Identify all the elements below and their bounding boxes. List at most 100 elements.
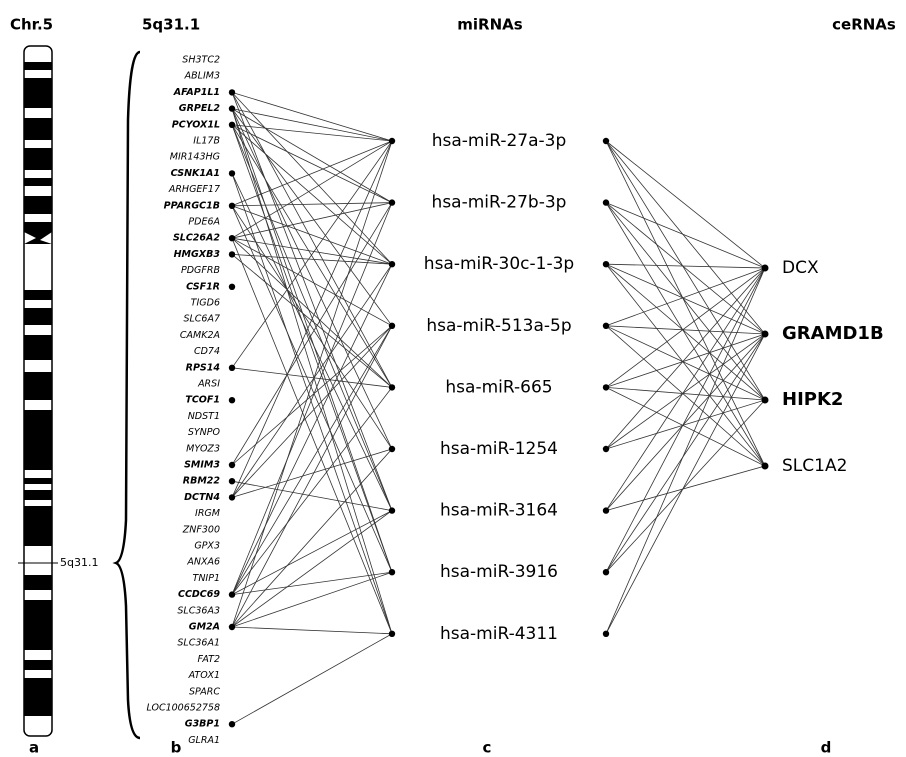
- gene-mirna-edge: [232, 203, 392, 239]
- panel-letter: b: [171, 739, 182, 757]
- mirna-node: [389, 199, 395, 205]
- cerna-label: HIPK2: [782, 389, 843, 410]
- mirna-cerna-edge: [606, 264, 765, 466]
- mirna-node: [603, 199, 609, 205]
- gene-node: [229, 122, 235, 128]
- gene-label: IRGM: [195, 508, 220, 519]
- gene-label: CSNK1A1: [171, 168, 220, 179]
- gene-mirna-edge: [232, 125, 392, 141]
- mirna-label: hsa-miR-27b-3p: [432, 193, 567, 213]
- gene-label: IL17B: [193, 136, 220, 147]
- mirna-cerna-edge: [606, 141, 765, 268]
- gene-node: [229, 365, 235, 371]
- mirna-label: hsa-miR-30c-1-3p: [424, 254, 574, 274]
- gene-mirna-edge: [232, 92, 392, 141]
- gene-label: PDGFRB: [181, 265, 220, 276]
- mirna-node: [603, 261, 609, 267]
- gene-node: [229, 397, 235, 403]
- mirna-node: [603, 631, 609, 637]
- band-label: 5q31.1: [60, 556, 98, 569]
- cerna-node: [762, 397, 769, 404]
- mirna-cerna-edge: [606, 400, 765, 449]
- gene-label: ZNF300: [182, 524, 220, 535]
- gene-label: PDE6A: [188, 217, 220, 228]
- gene-label: GRPEL2: [179, 103, 221, 114]
- gene-label: SMIM3: [184, 460, 220, 471]
- header: Chr.5: [10, 16, 53, 34]
- mirna-label: hsa-miR-513a-5p: [426, 316, 571, 336]
- gene-mirna-edge: [232, 326, 392, 498]
- figure: Chr.5 5q31.1 miRNAs ceRNAs 5q31.1 a b c …: [0, 0, 906, 757]
- cerna-node: [762, 331, 769, 338]
- gene-mirna-edge: [232, 125, 392, 511]
- mirna-node: [389, 446, 395, 452]
- gene-mirna-edge: [232, 449, 392, 497]
- gene-label: ATOX1: [188, 670, 220, 681]
- gene-node: [229, 721, 235, 727]
- gene-label: PCYOX1L: [172, 119, 220, 130]
- gene-label: CSF1R: [186, 281, 220, 292]
- gene-mirna-edge: [232, 109, 392, 326]
- mirna-node: [603, 384, 609, 390]
- gene-mirna-edge: [232, 254, 392, 387]
- mirna-label: hsa-miR-1254: [440, 439, 558, 459]
- gene-mirna-edge: [232, 387, 392, 594]
- gene-label: AFAP1L1: [173, 87, 220, 98]
- gene-label: ARSI: [197, 379, 220, 390]
- gene-label: DCTN4: [184, 492, 220, 503]
- mirna-cerna-edge: [606, 466, 765, 511]
- gene-mirna-edge: [232, 511, 392, 627]
- header: ceRNAs: [832, 16, 896, 34]
- gene-label: RPS14: [186, 362, 221, 373]
- mirna-node: [389, 323, 395, 329]
- mirna-cerna-edge: [606, 268, 765, 634]
- gene-label: CAMK2A: [180, 330, 220, 341]
- panel-letter: d: [821, 739, 832, 757]
- region-bracket: [116, 52, 140, 738]
- gene-node: [229, 170, 235, 176]
- gene-label: GLRA1: [188, 735, 220, 746]
- gene-node: [229, 462, 235, 468]
- gene-label: SPARC: [189, 686, 220, 697]
- gene-mirna-edge: [232, 264, 392, 594]
- gene-node: [229, 494, 235, 500]
- mirna-node: [603, 323, 609, 329]
- gene-label: ANXA6: [186, 557, 220, 568]
- gene-label: SLC36A1: [177, 638, 220, 649]
- mirna-label: hsa-miR-3164: [440, 501, 558, 521]
- gene-mirna-edge: [232, 572, 392, 627]
- cerna-label: DCX: [782, 258, 819, 278]
- mirna-label: hsa-miR-3916: [440, 562, 558, 582]
- header: 5q31.1: [142, 16, 200, 34]
- gene-node: [229, 105, 235, 111]
- panel-letter: c: [483, 739, 492, 757]
- gene-label: GPX3: [194, 541, 220, 552]
- gene-label: HMGXB3: [174, 249, 221, 260]
- gene-label: SH3TC2: [182, 55, 220, 66]
- mirna-cerna-edge: [606, 264, 765, 268]
- mirna-cerna-edge: [606, 334, 765, 449]
- gene-node: [229, 235, 235, 241]
- gene-label: RBM22: [183, 476, 221, 487]
- panel-letter: a: [29, 739, 39, 757]
- gene-label: TIGD6: [191, 298, 220, 309]
- mirna-cerna-edge: [606, 326, 765, 466]
- gene-label: NDST1: [188, 411, 220, 422]
- mirna-node: [603, 138, 609, 144]
- gene-mirna-edge: [232, 141, 392, 206]
- cerna-label: GRAMD1B: [782, 323, 884, 344]
- gene-node: [229, 284, 235, 290]
- mirna-cerna-edge: [606, 268, 765, 326]
- mirna-cerna-edge: [606, 326, 765, 334]
- gene-node: [229, 624, 235, 630]
- gene-label: GM2A: [189, 622, 220, 633]
- gene-label: FAT2: [197, 654, 220, 665]
- gene-node: [229, 89, 235, 95]
- chromosome: [18, 46, 58, 736]
- mirna-cerna-edge: [606, 141, 765, 400]
- gene-label: LOC100652758: [146, 703, 220, 714]
- gene-mirna-edge: [232, 238, 392, 634]
- gene-label: TCOF1: [185, 395, 220, 406]
- mirna-node: [389, 569, 395, 575]
- mirna-node: [603, 446, 609, 452]
